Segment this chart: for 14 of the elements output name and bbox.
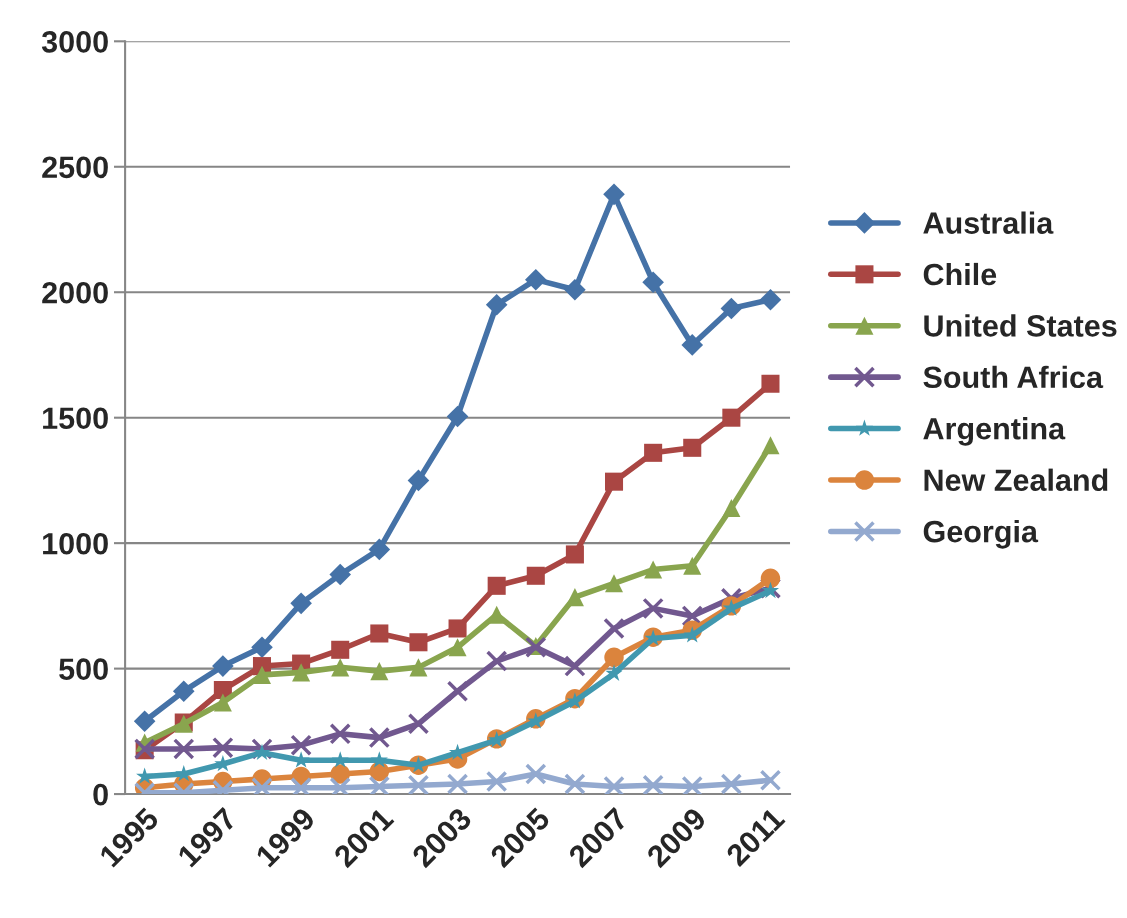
legend-label: Argentina — [923, 417, 1066, 446]
legend-label: Chile — [923, 262, 997, 286]
legend-label: South Africa — [923, 365, 1104, 389]
y-tick-label: 500 — [59, 658, 108, 680]
legend-label: Georgia — [923, 520, 1039, 549]
y-tick-label: 1000 — [43, 532, 108, 555]
y-tick-label: 3000 — [41, 31, 108, 53]
y-tick-label: 0 — [93, 783, 108, 806]
legend-label: New Zealand — [924, 468, 1108, 492]
y-tick-label: 2500 — [42, 156, 108, 179]
legend-label: United States — [924, 314, 1117, 337]
y-tick-label: 2000 — [42, 281, 108, 304]
legend-label: Australia — [923, 211, 1054, 234]
y-tick-label: 1500 — [43, 407, 108, 430]
